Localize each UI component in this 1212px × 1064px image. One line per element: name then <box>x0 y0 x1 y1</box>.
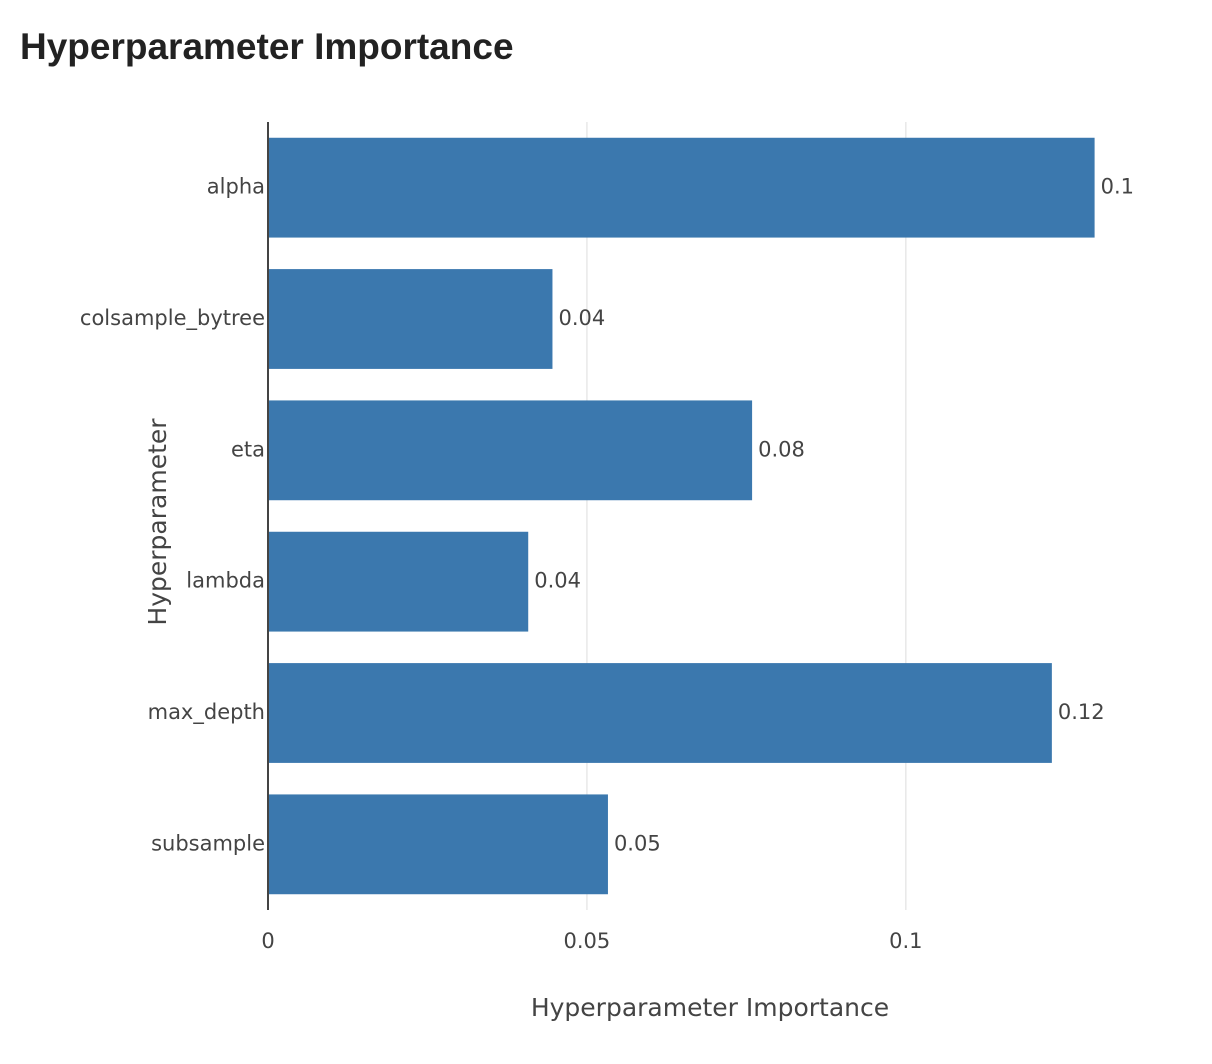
data-label: 0.08 <box>758 437 805 461</box>
y-tick-label: max_depth <box>148 700 265 725</box>
data-label: 0.1 <box>1101 175 1134 199</box>
bar-eta <box>268 400 753 501</box>
bar-alpha <box>268 137 1095 238</box>
bar-subsample <box>268 794 608 895</box>
x-tick-label: 0 <box>261 929 274 953</box>
data-label: 0.05 <box>614 831 661 855</box>
chart-title: Hyperparameter Importance <box>20 26 514 67</box>
data-label: 0.04 <box>534 569 581 593</box>
x-tick-labels: 0 0.05 0.1 <box>261 929 922 953</box>
data-labels: 0.1 0.04 0.08 0.04 0.12 0.05 <box>534 175 1134 856</box>
data-label: 0.12 <box>1058 700 1105 724</box>
x-tick-label: 0.1 <box>889 929 922 953</box>
grid-lines <box>586 122 907 910</box>
bar-max-depth <box>268 663 1052 763</box>
bars <box>268 137 1095 895</box>
y-tick-label: subsample <box>151 831 265 855</box>
y-tick-label: lambda <box>186 569 265 593</box>
y-tick-label: alpha <box>207 175 265 199</box>
x-axis-title: Hyperparameter Importance <box>531 993 889 1022</box>
y-tick-label: colsample_bytree <box>80 306 265 331</box>
bar-colsample-bytree <box>268 269 553 369</box>
x-tick-label: 0.05 <box>564 929 611 953</box>
bar-lambda <box>268 531 529 632</box>
y-axis-title: Hyperparameter <box>143 418 172 626</box>
data-label: 0.04 <box>558 306 605 330</box>
y-tick-label: eta <box>231 437 265 461</box>
